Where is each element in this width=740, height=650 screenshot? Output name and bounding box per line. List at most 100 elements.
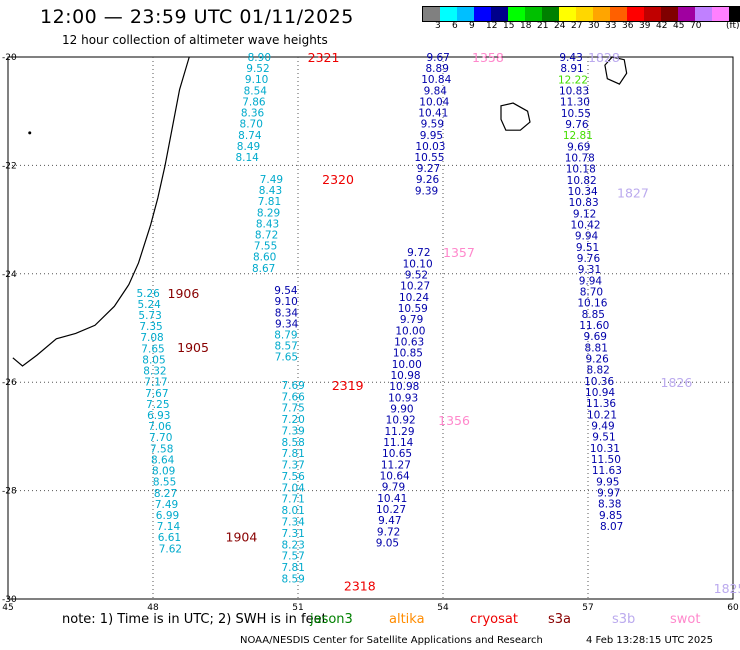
wave-height-value: 8.01 [281, 505, 304, 517]
legend-label: (ft) [726, 21, 740, 31]
wave-height-value: 7.65 [141, 343, 164, 355]
wave-height-value: 11.63 [592, 465, 622, 477]
wave-height-value: 10.21 [587, 409, 617, 421]
wave-height-value: 9.94 [575, 231, 599, 243]
wave-height-value: 8.60 [253, 252, 276, 264]
wave-height-value: 8.82 [586, 365, 609, 377]
wave-height-value: 10.64 [380, 470, 410, 482]
legend-label: 33 [605, 21, 617, 31]
legend-swatch [559, 7, 576, 21]
legend-label: 9 [469, 21, 475, 31]
wave-height-value: 10.55 [414, 152, 444, 164]
note-text: note: 1) Time is in UTC; 2) SWH is in fe… [62, 612, 327, 627]
pass-number-label: 1906 [168, 286, 200, 301]
wave-height-value: 5.24 [137, 299, 161, 311]
pass-number-label: 1828 [588, 50, 620, 65]
wave-height-value: 10.16 [577, 298, 607, 310]
wave-height-value: 10.85 [393, 348, 423, 360]
wave-height-value: 10.78 [565, 152, 595, 164]
wave-height-value: 5.73 [138, 310, 161, 322]
wave-height-value: 7.06 [148, 421, 172, 433]
wave-height-value: 8.67 [252, 263, 275, 275]
wave-height-value: 7.57 [281, 551, 304, 563]
wave-height-value: 10.55 [561, 108, 591, 120]
wave-height-value: 8.43 [259, 185, 282, 197]
timestamp: 4 Feb 13:28:15 UTC 2025 [586, 635, 713, 646]
legend-swatch [610, 7, 627, 21]
legend-swatch [525, 7, 542, 21]
legend-label: 39 [639, 21, 651, 31]
y-tick-label: -22 [2, 161, 17, 171]
wave-height-value: 10.34 [568, 186, 598, 198]
x-tick-label: 60 [727, 603, 739, 610]
wave-height-value: 11.14 [383, 437, 413, 449]
y-tick-label: -26 [2, 378, 17, 388]
y-tick-label: -28 [2, 487, 17, 497]
pass-number-label: 1904 [226, 530, 258, 545]
legend-swatch [542, 7, 559, 21]
wave-height-value: 9.54 [274, 285, 298, 297]
wave-height-value: 9.79 [382, 482, 405, 494]
legend-swatch [678, 7, 695, 21]
wave-height-value: 8.27 [154, 488, 177, 500]
wave-height-value: 7.65 [275, 352, 298, 364]
legend-swatch [576, 7, 593, 21]
wave-height-value: 8.64 [151, 454, 175, 466]
pass-number-label: 1356 [438, 413, 470, 428]
wave-height-value: 9.95 [420, 130, 443, 142]
wave-height-value: 12.81 [563, 130, 593, 142]
x-tick-label: 54 [437, 603, 449, 610]
wave-height-value: 9.90 [390, 403, 413, 415]
wave-height-value: 7.25 [146, 399, 169, 411]
wave-height-value: 10.27 [376, 504, 406, 516]
wave-height-value: 7.49 [155, 499, 178, 511]
island-mauritius [604, 56, 628, 85]
legend-swatch [661, 7, 678, 21]
wave-height-value: 10.84 [421, 74, 451, 86]
wave-height-value: 12.22 [558, 74, 588, 86]
wave-height-value: 7.37 [281, 460, 304, 472]
wave-height-value: 10.10 [403, 258, 433, 270]
y-tick-label: -24 [2, 270, 17, 280]
wave-height-value: 9.72 [377, 526, 400, 538]
wave-height-value: 9.31 [578, 264, 601, 276]
wave-height-value: 7.31 [281, 528, 304, 540]
legend-label: 21 [537, 21, 549, 31]
credit-line: NOAA/NESDIS Center for Satellite Applica… [240, 635, 543, 646]
legend-swatch [712, 7, 729, 21]
pass-number-label: 1826 [661, 375, 693, 390]
wave-height-value: 10.18 [566, 164, 596, 176]
wave-height-value: 9.76 [577, 253, 601, 265]
wave-height-value: 8.89 [426, 63, 449, 75]
wave-height-value: 11.30 [560, 97, 590, 109]
wave-height-value: 9.05 [376, 537, 399, 549]
pass-number-label: 2318 [344, 578, 376, 593]
legend-label: 24 [554, 21, 566, 31]
legend-label: 3 [435, 21, 441, 31]
wave-height-value: 7.86 [242, 96, 266, 108]
wave-height-value: 7.81 [281, 448, 304, 460]
wave-height-value: 7.14 [157, 521, 181, 533]
page-subtitle: 12 hour collection of altimeter wave hei… [62, 33, 328, 47]
wave-height-value: 7.20 [281, 414, 304, 426]
wave-height-value: 10.31 [590, 443, 620, 455]
coastline-madagascar [12, 56, 190, 367]
y-tick-label: -30 [2, 595, 17, 605]
wave-height-value: 6.93 [147, 410, 170, 422]
y-tick-label: -20 [2, 53, 17, 63]
wave-height-value: 9.27 [417, 163, 440, 175]
legend-cryosat: cryosat [470, 612, 518, 627]
wave-height-value: 10.98 [389, 381, 419, 393]
page-title: 12:00 — 23:59 UTC 01/11/2025 [40, 6, 354, 28]
wave-height-map: 45 48 51 54 57 60-20-22-24-26-28-308.909.529.… [2, 50, 740, 610]
wave-height-value: 7.04 [281, 482, 305, 494]
wave-height-value: 8.59 [281, 573, 304, 585]
wave-height-value: 8.49 [237, 141, 260, 153]
legend-label: 18 [520, 21, 532, 31]
wave-height-value: 7.71 [281, 494, 304, 506]
wave-height-value: 7.55 [254, 241, 277, 253]
wave-height-value: 7.08 [140, 332, 163, 344]
wave-height-value: 7.62 [159, 543, 182, 555]
wave-height-value: 9.47 [378, 515, 401, 527]
legend-swatch [491, 7, 508, 21]
